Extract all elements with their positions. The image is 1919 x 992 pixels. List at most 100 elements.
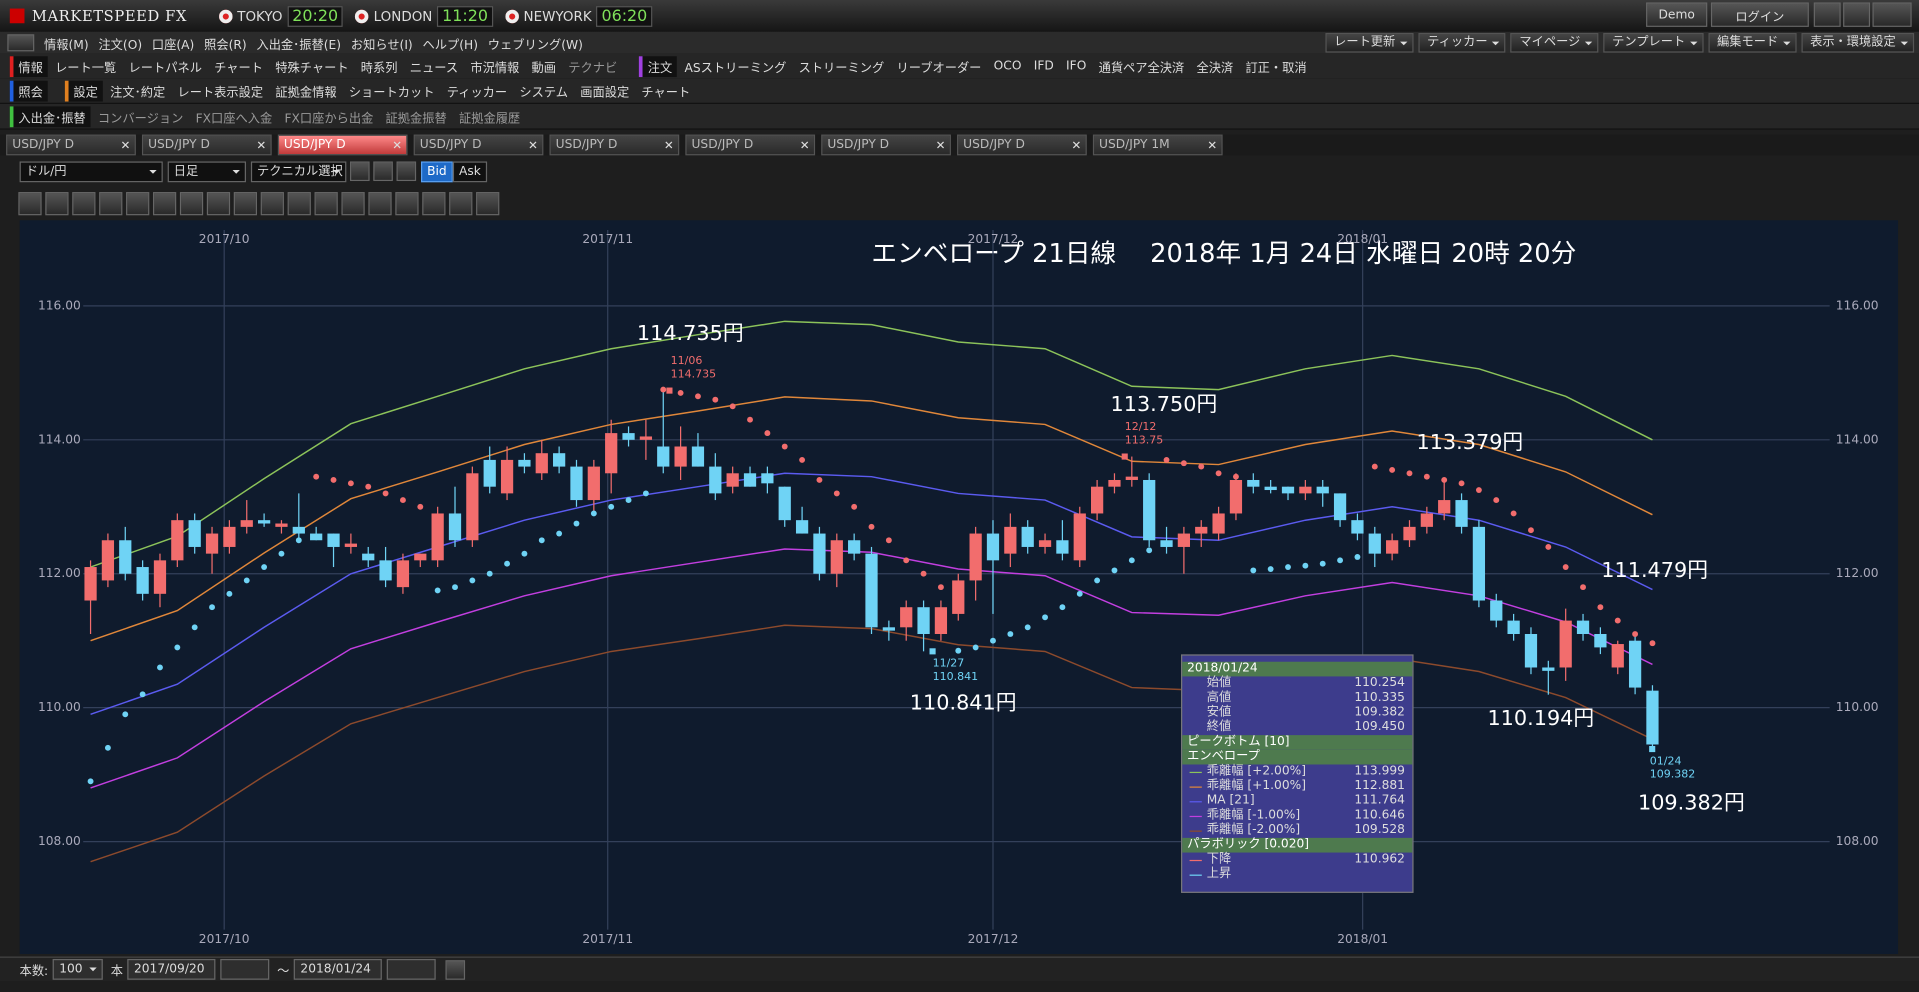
menu-item[interactable]: ウェブリング(W) xyxy=(487,38,583,52)
toolbar-item[interactable]: ニュース xyxy=(409,61,459,76)
menu-button[interactable]: テンプレート xyxy=(1603,33,1704,53)
toolbar-item[interactable]: ティッカー xyxy=(446,86,508,100)
toolbar-item[interactable]: レート一覧 xyxy=(55,61,117,76)
drawing-tool[interactable] xyxy=(233,191,258,215)
toolbar-item[interactable]: チャート xyxy=(641,86,691,100)
candle-body xyxy=(1143,479,1156,541)
chart-tab[interactable]: USD/JPY D xyxy=(549,134,680,156)
menu-item[interactable]: 口座(A) xyxy=(151,38,195,52)
toolbar-item[interactable]: 証拠金情報 xyxy=(275,86,337,100)
drawing-tool[interactable] xyxy=(449,191,473,215)
drawing-tool[interactable] xyxy=(287,191,311,215)
chart-tab[interactable]: USD/JPY D xyxy=(277,134,408,156)
toolbar-item[interactable]: 証拠金履歴 xyxy=(458,111,521,126)
drawing-tool[interactable] xyxy=(18,191,42,215)
toolbar-item[interactable]: FX口座から出金 xyxy=(284,111,374,126)
candle-body xyxy=(153,560,167,594)
drawing-tool[interactable] xyxy=(179,191,204,215)
menu-item[interactable]: 情報(M) xyxy=(44,38,89,52)
to-date[interactable]: 2018/01/24 xyxy=(294,958,383,980)
chart-tab[interactable]: USD/JPY D xyxy=(957,134,1087,156)
toolbar-item[interactable]: ショートカット xyxy=(348,86,435,100)
toolbar-item[interactable]: チャート xyxy=(214,61,264,76)
close-button[interactable] xyxy=(1872,2,1912,27)
tool-icon[interactable] xyxy=(373,161,393,182)
toolbar-item[interactable]: 市況情報 xyxy=(470,61,520,76)
toolbar-item[interactable]: テクナビ xyxy=(568,61,618,76)
menu-button[interactable]: ティッカー xyxy=(1418,33,1506,53)
menu-icon[interactable] xyxy=(7,34,35,52)
toolbar-item[interactable]: 通貨ペア全決済 xyxy=(1098,61,1185,76)
chart-tab[interactable]: USD/JPY D xyxy=(413,134,544,156)
chart-tab[interactable]: USD/JPY D xyxy=(821,134,951,156)
toolbar-item[interactable]: リーブオーダー xyxy=(896,61,982,76)
toolbar-item[interactable]: 時系列 xyxy=(360,61,398,76)
refresh-button[interactable] xyxy=(446,959,466,980)
menu-item[interactable]: お知らせ(I) xyxy=(350,38,413,52)
toolbar-item[interactable]: 動画 xyxy=(531,61,557,76)
city-name: LONDON xyxy=(373,7,433,24)
drawing-tool[interactable] xyxy=(152,191,177,215)
toolbar-item[interactable]: 訂正・取消 xyxy=(1245,61,1307,76)
drawing-tool[interactable] xyxy=(368,191,392,215)
drawing-tool[interactable] xyxy=(45,191,69,215)
drawing-tool[interactable] xyxy=(206,191,231,215)
drawing-tool[interactable] xyxy=(72,191,96,215)
from-date[interactable]: 2017/09/20 xyxy=(127,958,216,980)
drawing-tool[interactable] xyxy=(314,191,338,215)
menu-button[interactable]: レート更新 xyxy=(1325,33,1414,53)
period-select[interactable]: 日足 xyxy=(167,160,246,182)
chart-tab[interactable]: USD/JPY D xyxy=(6,134,136,156)
chart-tab[interactable]: USD/JPY D xyxy=(685,134,816,156)
menu-button[interactable]: 表示・環境設定 xyxy=(1801,33,1915,53)
toolbar-item[interactable]: 注文･約定 xyxy=(110,86,166,100)
toolbar-item[interactable]: ストリーミング xyxy=(798,61,885,76)
candle-body xyxy=(1472,526,1486,601)
toolbar-item[interactable]: IFO xyxy=(1066,59,1087,73)
toolbar-head[interactable]: 情報 xyxy=(9,55,48,77)
ask-button[interactable]: Ask xyxy=(452,160,487,182)
tool-icon[interactable] xyxy=(396,161,417,182)
drawing-tool[interactable] xyxy=(476,191,500,215)
toolbar-item[interactable]: 画面設定 xyxy=(580,86,630,100)
toolbar-item[interactable]: ASストリーミング xyxy=(684,61,787,76)
drawing-tool[interactable] xyxy=(99,191,123,215)
bid-button[interactable]: Bid xyxy=(421,160,453,182)
maximize-button[interactable] xyxy=(1843,2,1871,27)
chart-tab[interactable]: USD/JPY D xyxy=(141,134,272,156)
toolbar-item[interactable]: システム xyxy=(519,86,569,100)
technical-select[interactable]: テクニカル選択 xyxy=(250,160,347,182)
toolbar-head[interactable]: 照会 xyxy=(9,80,48,101)
toolbar-item[interactable]: OCO xyxy=(993,59,1022,73)
menu-button[interactable]: マイページ xyxy=(1510,33,1599,53)
toolbar-item[interactable]: レート表示設定 xyxy=(177,86,264,100)
toolbar-item[interactable]: 全決済 xyxy=(1196,61,1234,76)
count-select[interactable]: 100 xyxy=(53,958,104,980)
toolbar: 入出金･振替 コンバージョン FX口座へ入金 FX口座から出金 証拠金振替 証拠金履歴 xyxy=(0,103,1919,130)
drawing-tool[interactable] xyxy=(341,191,365,215)
toolbar-item[interactable]: IFD xyxy=(1033,59,1054,73)
tool-icon[interactable] xyxy=(350,161,370,182)
drawing-tool[interactable] xyxy=(260,191,284,215)
toolbar-item[interactable]: コンバージョン xyxy=(97,111,184,126)
toolbar-head[interactable]: 設定 xyxy=(64,80,103,101)
toolbar-item[interactable]: レートパネル xyxy=(128,61,202,76)
toolbar-head[interactable]: 入出金･振替 xyxy=(9,105,91,127)
toolbar-item[interactable]: FX口座へ入金 xyxy=(195,111,273,126)
login-button[interactable]: ログイン xyxy=(1710,2,1809,27)
minimize-button[interactable] xyxy=(1813,2,1841,27)
drawing-tool[interactable] xyxy=(126,191,150,215)
pair-select[interactable]: ドル/円 xyxy=(19,160,163,182)
demo-button[interactable]: Demo xyxy=(1646,2,1708,27)
toolbar-item[interactable]: 特殊チャート xyxy=(275,61,349,76)
toolbar-item[interactable]: 証拠金振替 xyxy=(385,111,447,126)
menu-item[interactable]: 注文(O) xyxy=(98,38,143,52)
menu-button[interactable]: 編集モード xyxy=(1708,33,1797,53)
menu-item[interactable]: ヘルプ(H) xyxy=(422,38,478,52)
menu-item[interactable]: 照会(R) xyxy=(204,38,247,52)
toolbar-head[interactable]: 注文 xyxy=(639,55,678,77)
chart-tab[interactable]: USD/JPY 1M xyxy=(1092,134,1223,156)
menu-item[interactable]: 入出金･振替(E) xyxy=(256,38,342,52)
drawing-tool[interactable] xyxy=(395,191,419,215)
drawing-tool[interactable] xyxy=(422,191,446,215)
